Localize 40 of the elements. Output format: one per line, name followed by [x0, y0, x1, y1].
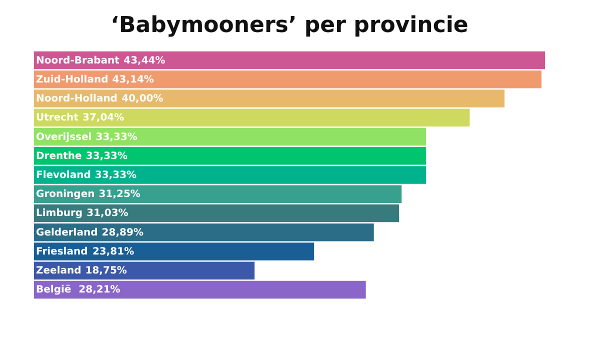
y-tick-label: Flevoland	[36, 170, 91, 181]
bar	[34, 70, 542, 88]
data-label: 33,33%	[96, 132, 138, 143]
data-label: 31,03%	[86, 208, 128, 220]
data-label: 40,00%	[122, 94, 164, 105]
y-tick-label: Drenthe	[36, 150, 82, 162]
y-tick-label: Zuid-Holland	[36, 74, 108, 86]
data-label: 18,75%	[85, 266, 127, 277]
bar	[34, 90, 505, 108]
y-tick-label: Zeeland	[36, 266, 82, 277]
bar	[34, 128, 426, 146]
y-tick-label: Gelderland	[36, 227, 98, 238]
bar	[34, 185, 402, 204]
bar	[34, 223, 374, 242]
data-label: 43,14%	[112, 74, 154, 86]
y-tick-label: Friesland	[36, 246, 88, 258]
data-label: 33,33%	[86, 150, 128, 162]
data-label: 23,81%	[92, 246, 134, 258]
bar	[34, 108, 470, 127]
bar	[34, 280, 366, 299]
chart-title: ‘Babymooners’ per provincie	[110, 13, 468, 38]
data-label: 33,33%	[94, 170, 137, 181]
data-label: 37,04%	[82, 112, 124, 124]
y-tick-label: Groningen	[36, 189, 95, 200]
y-tick-label: Noord-Holland	[36, 94, 118, 105]
bar	[34, 204, 400, 222]
data-label: 28,89%	[102, 227, 144, 238]
data-label: 28,21%	[78, 284, 120, 296]
y-tick-label: Overijssel	[36, 132, 92, 143]
y-tick-label: Limburg	[36, 208, 83, 220]
bar	[34, 146, 426, 165]
bar	[34, 51, 545, 70]
data-label: 31,25%	[98, 189, 140, 200]
bar	[34, 166, 426, 184]
y-tick-label: België	[36, 284, 72, 296]
y-tick-label: Noord-Brabant	[36, 55, 120, 66]
y-tick-label: Utrecht	[36, 112, 79, 124]
data-label: 43,44%	[124, 55, 166, 66]
bar	[34, 242, 314, 260]
bar	[34, 262, 255, 280]
